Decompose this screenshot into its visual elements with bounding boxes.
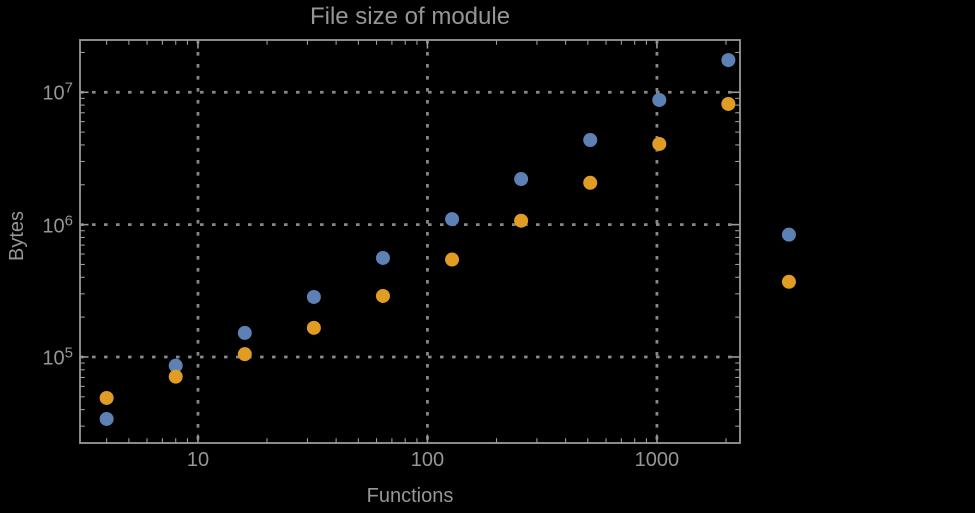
y-tick-base: 10 xyxy=(42,215,65,238)
x-tick-label-1000: 1000 xyxy=(634,449,680,471)
y-tick-label-1e5: 105 xyxy=(0,345,73,368)
data-point-series-blue xyxy=(445,212,460,227)
data-point-series-blue xyxy=(306,289,321,304)
y-tick-label-1e7: 107 xyxy=(0,81,73,104)
x-tick-label-10: 10 xyxy=(186,449,210,471)
data-point-series-orange xyxy=(781,274,796,289)
data-point-series-blue xyxy=(99,411,114,426)
data-point-series-orange xyxy=(306,320,321,335)
data-point-series-blue xyxy=(237,325,252,340)
data-point-series-orange xyxy=(99,390,114,405)
data-point-series-orange xyxy=(375,288,390,303)
y-tick-base: 10 xyxy=(42,82,65,105)
data-point-series-orange xyxy=(721,96,736,111)
y-tick-exponent: 7 xyxy=(64,79,73,97)
plot-frame xyxy=(79,39,741,444)
x-axis-label: Functions xyxy=(366,485,454,507)
data-point-series-blue xyxy=(514,172,529,187)
data-point-series-orange xyxy=(514,213,529,228)
y-tick-exponent: 5 xyxy=(64,344,73,362)
data-point-series-blue xyxy=(168,358,183,373)
data-point-series-orange xyxy=(445,252,460,267)
data-point-series-orange xyxy=(168,369,183,384)
data-point-series-orange xyxy=(237,347,252,362)
y-tick-base: 10 xyxy=(42,347,65,370)
data-point-series-blue xyxy=(583,132,598,147)
data-point-series-orange xyxy=(583,175,598,190)
y-tick-exponent: 6 xyxy=(64,212,73,230)
x-tick-label-100: 100 xyxy=(410,449,445,471)
y-tick-label-1e6: 106 xyxy=(0,213,73,236)
data-point-series-blue xyxy=(781,227,796,242)
chart-title: File size of module xyxy=(309,3,511,30)
data-point-series-blue xyxy=(721,53,736,68)
data-point-series-blue xyxy=(375,250,390,265)
data-point-series-orange xyxy=(652,136,667,151)
data-point-series-blue xyxy=(652,92,667,107)
